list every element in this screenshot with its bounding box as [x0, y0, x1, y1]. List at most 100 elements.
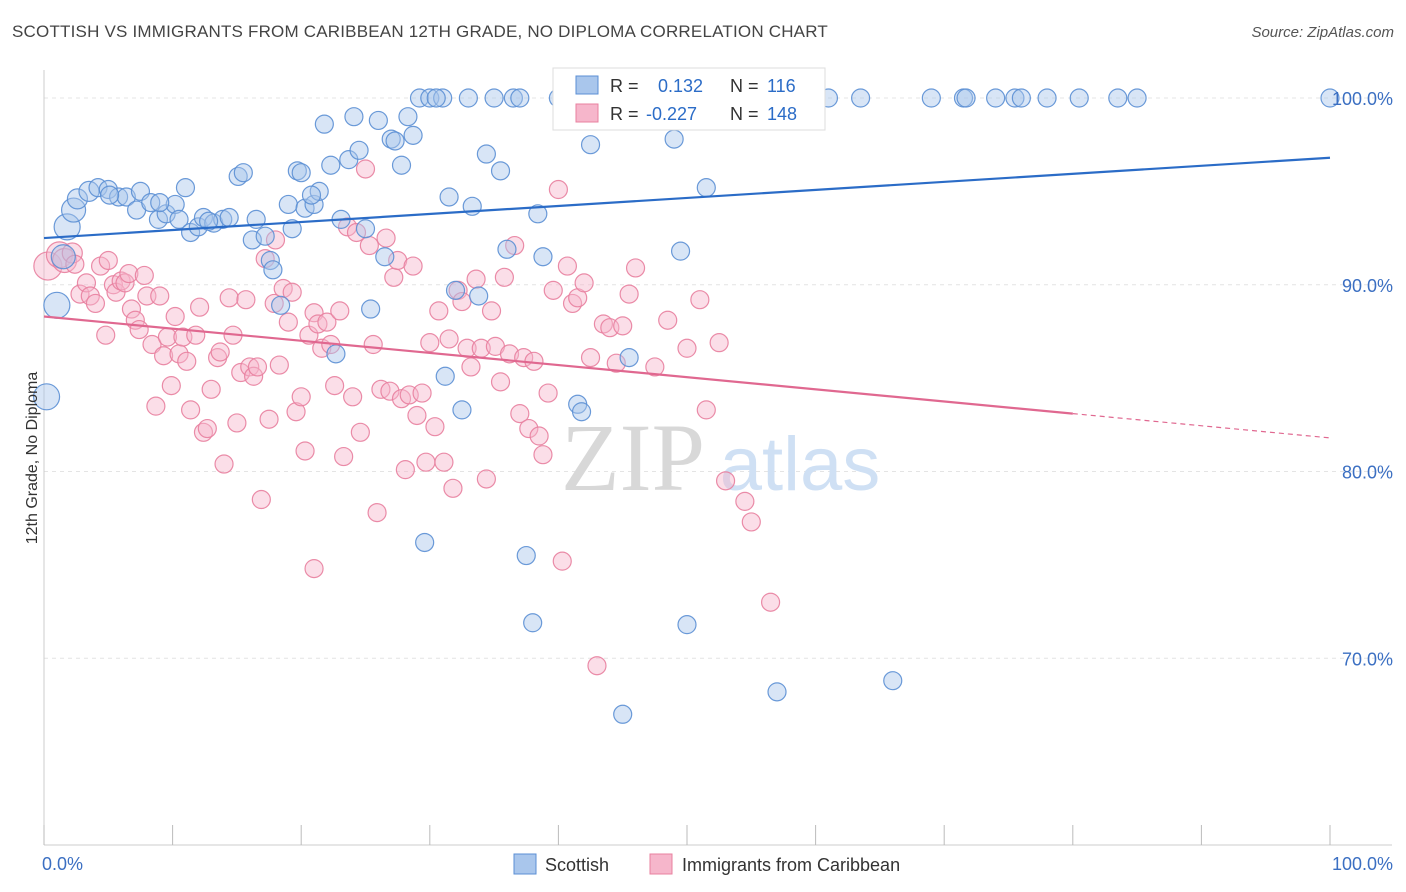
trend-line-scottish: [43, 156, 1331, 240]
caribbean-point: [343, 387, 363, 407]
series-caribbean-points: [33, 159, 781, 676]
scottish-point: [426, 88, 446, 108]
caribbean-point: [227, 413, 247, 433]
stats-legend: R = 0.132 N = 116 R = -0.227 N = 148: [552, 67, 826, 131]
x-tick-label-min: 0.0%: [42, 854, 83, 874]
y-tick-label: 100.0%: [1332, 89, 1393, 109]
trend-line-caribbean-extension: [1072, 413, 1331, 439]
scottish-point: [375, 247, 395, 267]
caribbean-point: [291, 387, 311, 407]
caribbean-point: [282, 282, 302, 302]
y-tick-label: 70.0%: [1342, 649, 1393, 669]
scottish-point: [368, 110, 388, 131]
caribbean-point: [429, 301, 449, 321]
scottish-point: [398, 107, 418, 127]
caribbean-point: [529, 426, 549, 446]
trend-line-caribbean: [43, 315, 1073, 415]
caribbean-point: [201, 379, 221, 399]
caribbean-point: [150, 286, 170, 306]
scottish-point: [619, 347, 639, 368]
caribbean-point: [587, 656, 607, 676]
caribbean-point: [190, 297, 210, 317]
caribbean-point: [619, 284, 639, 304]
scottish-point: [528, 204, 548, 224]
caribbean-point: [295, 441, 315, 461]
scottish-point: [263, 260, 283, 280]
scottish-point: [321, 155, 341, 175]
caribbean-point: [210, 342, 230, 362]
scottish-point: [435, 366, 455, 386]
caribbean-point: [548, 179, 569, 200]
scottish-point: [851, 88, 871, 108]
scottish-point: [956, 88, 976, 108]
scottish-point: [213, 209, 233, 229]
caribbean-point: [153, 346, 174, 366]
scottish-point: [199, 211, 219, 231]
scottish-point: [391, 155, 412, 175]
caribbean-point: [380, 381, 400, 401]
caribbean-point: [533, 445, 553, 465]
caribbean-point: [420, 333, 440, 353]
caribbean-point: [317, 312, 337, 332]
scottish-point: [1005, 88, 1025, 108]
stats-r2-label: R =: [610, 104, 639, 124]
scottish-point: [233, 163, 253, 183]
scottish-point: [60, 197, 87, 223]
caribbean-point: [85, 293, 106, 314]
scottish-point: [883, 671, 903, 691]
stats-legend-swatch-caribbean: [575, 103, 599, 123]
caribbean-point: [264, 293, 284, 314]
legend-label-caribbean: Immigrants from Caribbean: [682, 855, 900, 875]
caribbean-point: [696, 400, 716, 420]
caribbean-point: [425, 417, 445, 437]
caribbean-point: [715, 471, 736, 491]
caribbean-point: [304, 559, 324, 579]
scottish-point: [278, 194, 298, 215]
scottish-point: [497, 239, 517, 259]
caribbean-point: [677, 338, 697, 358]
caribbean-point: [240, 357, 260, 377]
stats-n1-label: N =: [730, 76, 759, 96]
scottish-point: [344, 107, 364, 127]
caribbean-point: [265, 230, 286, 250]
caribbean-point: [552, 551, 572, 571]
caribbean-point: [466, 269, 486, 289]
caribbean-point: [269, 355, 289, 375]
scottish-point: [1011, 88, 1031, 108]
caribbean-point: [197, 418, 217, 439]
scottish-point: [349, 140, 369, 160]
scottish-point: [484, 88, 504, 108]
caribbean-point: [96, 325, 116, 345]
caribbean-point: [461, 357, 481, 377]
scottish-point: [439, 187, 459, 207]
caribbean-point: [181, 400, 201, 420]
scottish-point: [1069, 88, 1089, 108]
caribbean-point: [625, 258, 646, 278]
scottish-point: [271, 295, 291, 315]
scottish-point: [533, 247, 553, 267]
caribbean-point: [407, 405, 427, 426]
scottish-point: [361, 299, 381, 319]
caribbean-point: [214, 454, 234, 474]
caribbean-point: [142, 334, 162, 355]
scottish-point: [50, 244, 76, 270]
caribbean-point: [709, 333, 729, 353]
scottish-point: [696, 178, 716, 198]
scottish-point: [1037, 88, 1057, 108]
caribbean-point: [186, 325, 206, 345]
caribbean-point: [119, 263, 139, 284]
scottish-point: [613, 704, 633, 724]
series-scottish-points: [32, 88, 1340, 724]
scottish-point: [193, 207, 214, 228]
caribbean-point: [98, 250, 118, 271]
watermark-zip: ZIP: [561, 404, 705, 511]
scottish-point: [53, 213, 81, 241]
legend-label-scottish: Scottish: [545, 855, 609, 875]
scottish-point: [43, 291, 71, 319]
caribbean-point: [165, 306, 185, 327]
caribbean-point: [134, 265, 154, 286]
caribbean-point: [236, 290, 256, 310]
caribbean-point: [146, 396, 166, 416]
caribbean-point: [557, 256, 578, 276]
